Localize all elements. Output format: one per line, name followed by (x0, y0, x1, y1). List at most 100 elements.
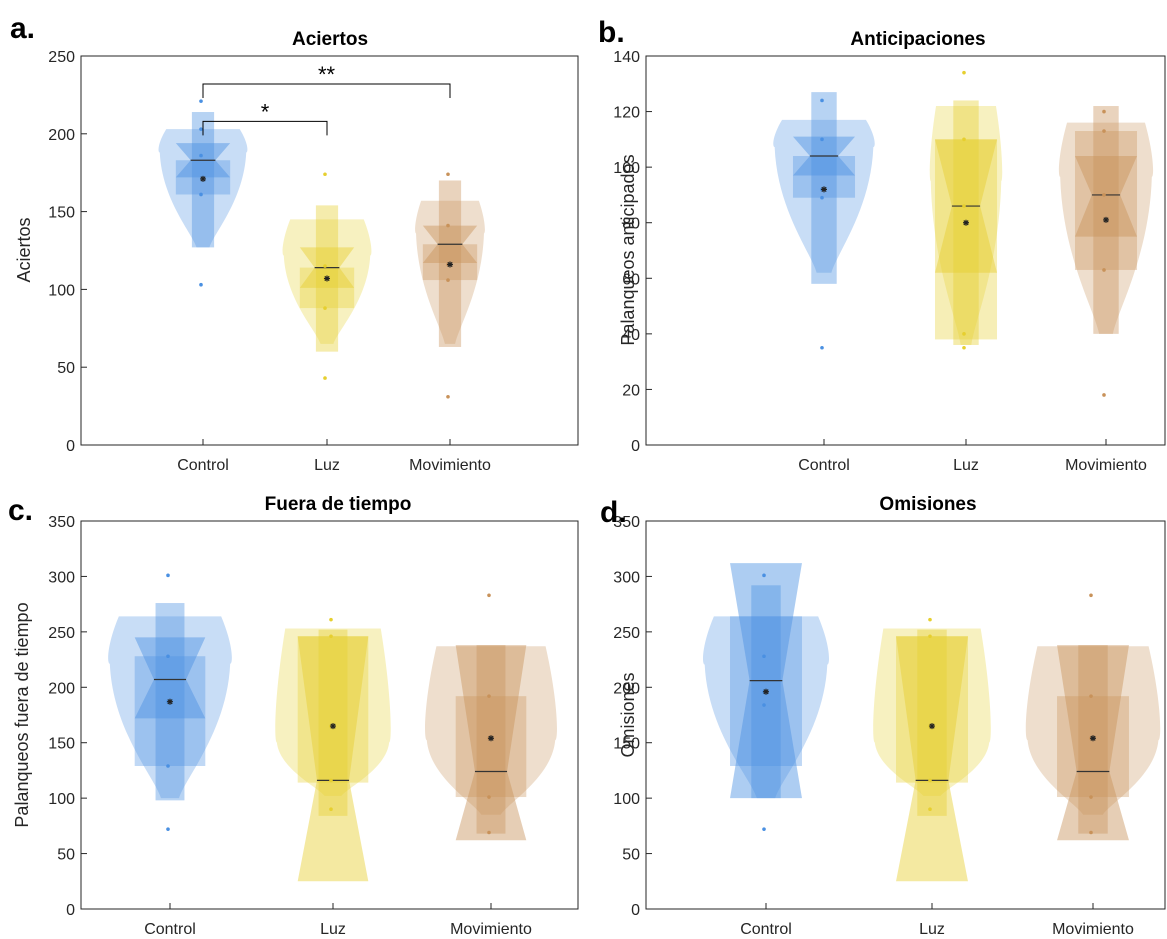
mean-marker (1103, 216, 1109, 223)
group-luz (275, 617, 391, 882)
data-point (166, 764, 170, 768)
data-point (1102, 193, 1106, 197)
violin-body (773, 119, 875, 273)
iqr-box (134, 656, 206, 766)
y-tick-label: 100 (48, 282, 75, 299)
data-point (820, 195, 824, 200)
y-tick-label: 200 (48, 680, 75, 697)
group-control (108, 573, 232, 831)
panel-title: Anticipaciones (850, 29, 985, 50)
panel-c: 0 50 100 150 200 250 300 350 Control Luz Movimient… (8, 494, 579, 938)
iqr-box (896, 636, 968, 783)
y-tick-label: 150 (613, 736, 640, 753)
violin-body (702, 616, 830, 799)
data-point (446, 278, 450, 282)
y-tick-label: 140 (613, 49, 640, 66)
y-tick-label: 20 (622, 382, 640, 399)
axes-box (645, 55, 1166, 446)
group-control (158, 99, 248, 287)
iqr-box (934, 139, 998, 340)
group-movimiento (415, 172, 485, 399)
mean-marker (200, 175, 206, 182)
axes-box (80, 55, 579, 446)
iqr-box (1074, 131, 1138, 270)
data-point (199, 282, 203, 287)
y-tick-label: 150 (48, 205, 75, 222)
y-tick-label: 0 (66, 438, 75, 455)
violin-body (275, 628, 391, 796)
mean-marker (963, 219, 969, 226)
violin-body (158, 129, 248, 248)
data-point (928, 778, 932, 783)
violin-body (425, 646, 557, 815)
y-tick-label: 350 (48, 514, 75, 531)
panel-label: d. (600, 496, 627, 529)
y-tick-label: 250 (48, 625, 75, 642)
data-point (446, 394, 450, 399)
data-point (166, 827, 170, 831)
x-tick-label: Luz (314, 457, 340, 474)
panel-title: Aciertos (292, 29, 368, 50)
data-point (487, 593, 491, 598)
data-point (928, 634, 932, 639)
x-tick-label: Luz (919, 921, 945, 938)
notch-box (1074, 156, 1138, 237)
axes-box (80, 520, 579, 910)
notch-box (896, 636, 968, 882)
y-axis-label: Omisiones (618, 672, 638, 757)
panel-d: 0 50 100 150 200 250 300 350 Control Luz Movimient… (600, 494, 1166, 938)
panel-title: Fuera de tiempo (265, 494, 412, 515)
data-point (446, 223, 450, 228)
mean-marker (1090, 735, 1096, 742)
y-tick-label: 100 (613, 160, 640, 177)
data-point (329, 634, 333, 639)
violin-body (282, 219, 372, 344)
group-luz (929, 70, 1003, 350)
mean-marker (929, 723, 935, 730)
data-point (199, 99, 203, 103)
data-point (166, 573, 170, 578)
data-point (1102, 109, 1106, 114)
group-movimiento (1058, 106, 1154, 397)
y-tick-label: 100 (48, 791, 75, 808)
data-point (199, 192, 203, 197)
data-point (323, 264, 327, 268)
data-point (928, 617, 932, 622)
violin-body (873, 628, 991, 796)
group-control (702, 563, 830, 831)
data-point (199, 127, 203, 131)
iqr-box (455, 696, 527, 798)
data-point (199, 153, 203, 158)
panel-b: 0 20 40 60 80 100 120 140 Control Luz Movimiento An… (598, 16, 1166, 474)
data-point (329, 778, 333, 783)
data-point (323, 306, 327, 310)
data-point (487, 694, 491, 698)
panel-label: b. (598, 16, 625, 49)
x-tick-label: Luz (320, 921, 346, 938)
y-tick-label: 50 (57, 360, 75, 377)
x-tick-label: Movimiento (450, 921, 532, 938)
data-point (329, 807, 333, 812)
data-point (962, 345, 966, 350)
violin-body (1058, 122, 1154, 334)
iqr-box (297, 636, 369, 783)
iqr-box (299, 267, 355, 309)
data-point (487, 830, 491, 835)
y-tick-label: 60 (622, 271, 640, 288)
iqr-box (1057, 696, 1129, 798)
mean-marker (330, 723, 336, 730)
group-movimiento (425, 593, 557, 841)
data-point (962, 70, 966, 75)
x-tick-label: Luz (953, 457, 979, 474)
y-tick-label: 50 (622, 847, 640, 864)
y-tick-label: 0 (66, 902, 75, 919)
x-tick-label: Control (798, 457, 850, 474)
y-tick-label: 200 (48, 127, 75, 144)
data-point (323, 376, 327, 380)
data-point (1102, 268, 1106, 272)
data-point (762, 573, 766, 578)
data-point (487, 795, 491, 799)
y-tick-label: 300 (48, 569, 75, 586)
